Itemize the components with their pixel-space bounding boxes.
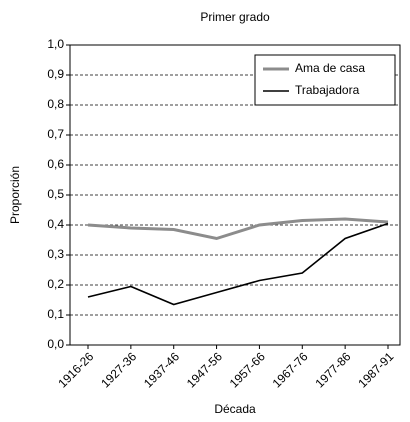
y-tick-label: 1,0 (47, 37, 64, 51)
x-tick-label: 1916-26 (55, 349, 96, 390)
x-tick-label: 1977-86 (312, 349, 353, 390)
line-series (87, 217, 389, 241)
y-tick-label: 0,3 (47, 247, 64, 261)
x-tick-label: 1937-46 (141, 349, 182, 390)
line-series (87, 222, 389, 306)
y-tick-label: 0,0 (47, 337, 64, 351)
y-tick-label: 0,2 (47, 277, 64, 291)
legend-box (254, 54, 396, 106)
chart-title: Primer grado (200, 10, 270, 24)
y-tick-label: 0,7 (47, 127, 64, 141)
y-tick-label: 0,1 (47, 307, 64, 321)
y-axis-label: Proporción (8, 166, 22, 224)
y-tick-label: 0,8 (47, 97, 64, 111)
x-tick-label: 1947-56 (184, 349, 225, 390)
x-axis-label: Década (214, 402, 256, 416)
x-tick-label: 1987-91 (355, 349, 396, 390)
y-tick-label: 0,6 (47, 157, 64, 171)
legend-label: Ama de casa (295, 61, 365, 75)
y-tick-label: 0,5 (47, 187, 64, 201)
x-tick-label: 1967-76 (270, 349, 311, 390)
y-tick-label: 0,9 (47, 67, 64, 81)
plot-frame (69, 44, 401, 346)
x-tick-label: 1957-66 (227, 349, 268, 390)
y-tick-label: 0,4 (47, 217, 64, 231)
x-tick-label: 1927-36 (98, 349, 139, 390)
legend-label: Trabajadora (295, 83, 360, 97)
